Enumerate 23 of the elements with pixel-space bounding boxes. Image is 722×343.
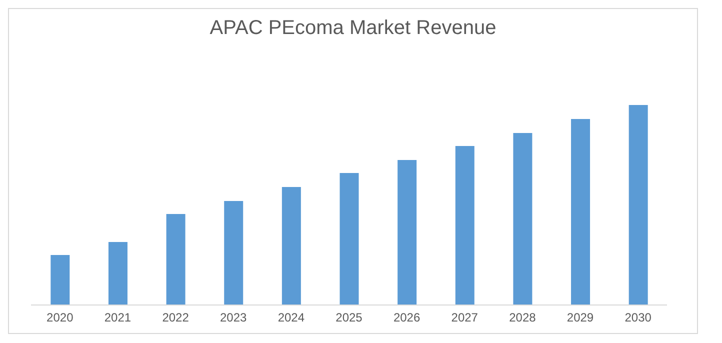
x-tick-label: 2029 (566, 310, 594, 325)
x-tick-label: 2022 (162, 310, 190, 325)
bar (340, 173, 359, 305)
bar (166, 214, 186, 305)
x-tick-label: 2021 (104, 310, 132, 325)
x-tick-label: 2027 (451, 310, 478, 325)
bar (628, 105, 648, 305)
bar (513, 133, 532, 305)
x-tick-label: 2023 (220, 310, 248, 325)
chart-title: APAC PEcoma Market Revenue (208, 17, 498, 40)
x-tick-label: 2026 (393, 310, 420, 325)
x-tick-label: 2030 (624, 310, 652, 325)
bar (398, 160, 417, 305)
x-tick-label: 2028 (509, 310, 536, 325)
bar (571, 119, 590, 305)
bar (50, 255, 70, 305)
bar (455, 146, 474, 305)
x-tick-label: 2024 (278, 310, 305, 325)
bar (224, 201, 244, 305)
bar (282, 187, 301, 305)
x-tick-label: 2025 (336, 310, 363, 325)
x-tick-label: 2020 (46, 310, 74, 325)
bar (108, 242, 128, 305)
